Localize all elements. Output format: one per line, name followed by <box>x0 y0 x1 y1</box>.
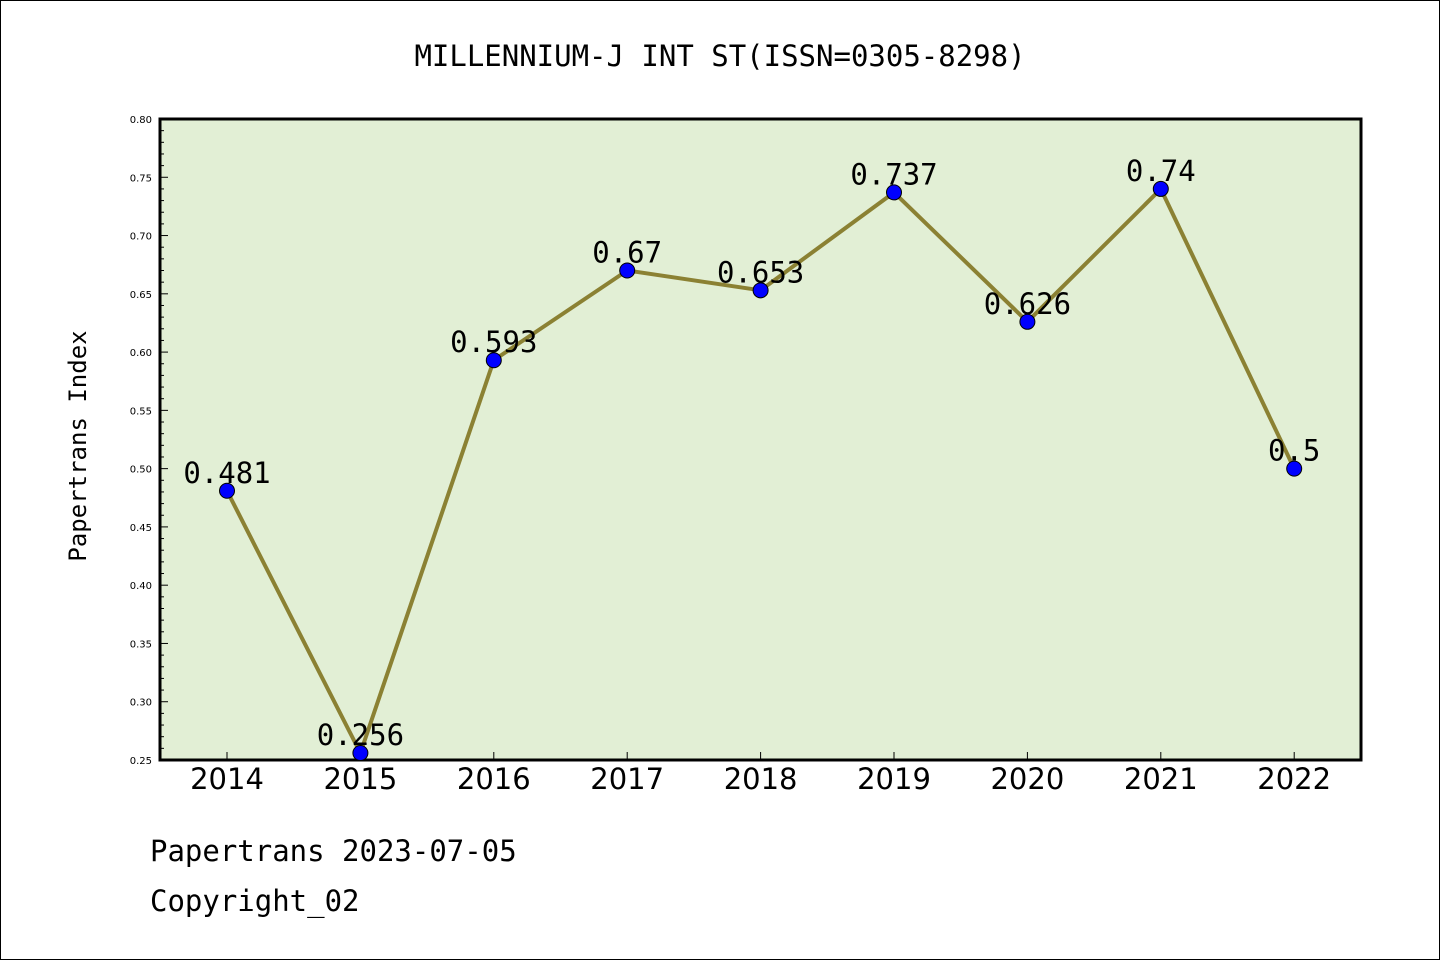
y-tick-label: 0.45 <box>130 523 152 534</box>
y-tick-label: 0.75 <box>130 173 152 184</box>
y-axis-label: Papertrans Index <box>64 330 92 561</box>
footer-date: Papertrans 2023-07-05 <box>150 834 517 868</box>
data-label-2021: 0.74 <box>1126 154 1196 188</box>
data-point-2020 <box>1019 313 1036 330</box>
data-label-2020: 0.626 <box>984 287 1071 321</box>
data-point-2017 <box>619 262 636 279</box>
x-tick-label: 2022 <box>1257 762 1331 796</box>
data-label-2019: 0.737 <box>850 157 937 191</box>
data-label-2017: 0.67 <box>592 236 662 270</box>
y-tick-label: 0.30 <box>130 698 152 709</box>
x-tick-label: 2018 <box>724 762 798 796</box>
y-tick-label: 0.65 <box>130 290 152 301</box>
data-point-2015 <box>352 745 369 762</box>
x-tick-label: 2019 <box>857 762 931 796</box>
data-point-2018 <box>752 282 769 299</box>
y-tick-label: 0.55 <box>130 406 152 417</box>
data-labels: 0.481 0.256 0.593 0.67 0.653 0.737 0.626 0.74 0.… <box>183 154 1320 752</box>
y-axis: 0.25 0.30 0.35 0.40 0.45 0.50 0.55 0.60 0.65 0.70… <box>130 115 168 767</box>
x-tick-label: 2020 <box>990 762 1064 796</box>
data-label-2014: 0.481 <box>183 456 270 490</box>
y-tick-label: 0.25 <box>130 756 152 767</box>
data-point-2014 <box>219 482 235 499</box>
data-point-2016 <box>485 352 502 369</box>
footer-copyright: Copyright_02 <box>150 884 360 918</box>
x-tick-label: 2021 <box>1124 762 1198 796</box>
x-tick-label: 2017 <box>590 762 664 796</box>
data-point-2019 <box>886 184 902 201</box>
x-axis: 2014 2015 2016 2017 2018 2019 2020 2021 2022 <box>190 752 1331 796</box>
data-point-2022 <box>1286 460 1303 477</box>
data-label-2016: 0.593 <box>450 325 537 359</box>
x-tick-label: 2015 <box>323 762 397 796</box>
y-tick-label: 0.40 <box>130 581 152 592</box>
y-tick-label: 0.50 <box>130 465 152 476</box>
y-tick-label: 0.70 <box>130 232 152 243</box>
x-tick-label: 2016 <box>457 762 531 796</box>
data-label-2022: 0.5 <box>1268 434 1320 468</box>
series-markers <box>219 180 1303 762</box>
x-tick-label: 2014 <box>190 762 264 796</box>
y-tick-label: 0.60 <box>130 348 152 359</box>
data-label-2015: 0.256 <box>317 718 404 752</box>
data-point-2021 <box>1152 180 1169 197</box>
chart-title: MILLENNIUM-J INT ST(ISSN=0305-8298) <box>414 39 1025 73</box>
data-label-2018: 0.653 <box>717 255 804 289</box>
y-tick-label: 0.35 <box>130 639 152 650</box>
plot-area <box>158 117 1363 762</box>
y-tick-label: 0.80 <box>130 115 152 126</box>
